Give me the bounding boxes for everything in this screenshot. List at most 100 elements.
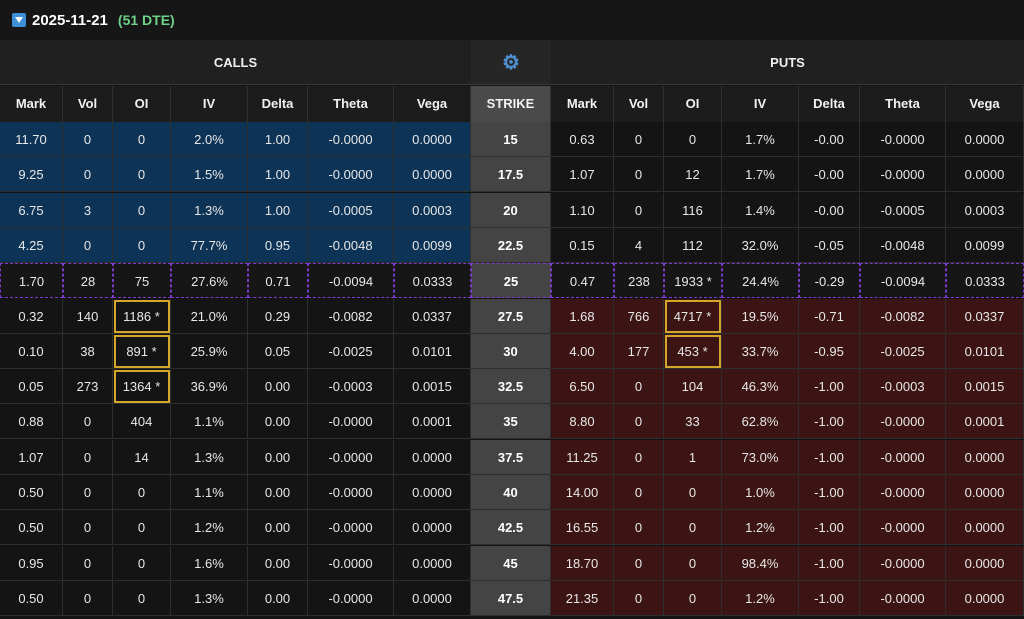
call-vol-cell[interactable]: 0	[63, 404, 113, 440]
put-vega-cell[interactable]: 0.0003	[946, 192, 1024, 228]
call-vega-cell[interactable]: 0.0000	[394, 439, 471, 475]
call-oi-cell[interactable]: 0	[113, 510, 171, 546]
put-oi-cell[interactable]: 0	[664, 580, 722, 616]
call-theta-cell[interactable]: -0.0000	[308, 545, 394, 581]
call-vol-cell[interactable]: 0	[63, 122, 113, 157]
put-vol-cell[interactable]: 0	[614, 475, 664, 510]
put-oi-cell[interactable]: 1	[664, 439, 722, 475]
put-col-vol[interactable]: Vol	[614, 86, 664, 122]
call-oi-cell[interactable]: 0	[113, 545, 171, 581]
put-col-iv[interactable]: IV	[722, 86, 799, 122]
put-vol-cell[interactable]: 0	[614, 122, 664, 157]
call-mark-cell[interactable]: 0.10	[0, 333, 63, 369]
put-mark-cell[interactable]: 1.07	[551, 157, 614, 193]
put-mark-cell[interactable]: 18.70	[551, 545, 614, 581]
call-delta-cell[interactable]: 0.00	[248, 580, 308, 616]
call-delta-cell[interactable]: 0.00	[248, 545, 308, 581]
call-oi-cell[interactable]: 404	[113, 404, 171, 440]
put-vega-cell[interactable]: 0.0000	[946, 545, 1024, 581]
call-iv-cell[interactable]: 21.0%	[171, 298, 248, 334]
call-vega-cell[interactable]: 0.0000	[394, 122, 471, 157]
call-vega-cell[interactable]: 0.0000	[394, 157, 471, 193]
put-vol-cell[interactable]: 238	[614, 263, 664, 299]
put-mark-cell[interactable]: 14.00	[551, 475, 614, 510]
call-mark-cell[interactable]: 0.50	[0, 475, 63, 510]
put-col-delta[interactable]: Delta	[799, 86, 860, 122]
call-vol-cell[interactable]: 3	[63, 192, 113, 228]
put-vega-cell[interactable]: 0.0000	[946, 580, 1024, 616]
call-col-vega[interactable]: Vega	[394, 86, 471, 122]
put-oi-cell[interactable]: 116	[664, 192, 722, 228]
call-iv-cell[interactable]: 2.0%	[171, 122, 248, 157]
put-oi-cell[interactable]: 112	[664, 227, 722, 263]
call-col-vol[interactable]: Vol	[63, 86, 113, 122]
call-delta-cell[interactable]: 1.00	[248, 192, 308, 228]
put-vega-cell[interactable]: 0.0337	[946, 298, 1024, 334]
call-iv-cell[interactable]: 1.5%	[171, 157, 248, 193]
put-oi-cell[interactable]: 453 *	[664, 333, 722, 369]
put-mark-cell[interactable]: 1.10	[551, 192, 614, 228]
put-oi-cell[interactable]: 1933 *	[664, 263, 722, 299]
call-delta-cell[interactable]: 0.29	[248, 298, 308, 334]
call-vega-cell[interactable]: 0.0337	[394, 298, 471, 334]
put-vol-cell[interactable]: 0	[614, 157, 664, 193]
gear-icon[interactable]: ⚙	[502, 51, 520, 74]
put-theta-cell[interactable]: -0.0000	[860, 404, 946, 440]
put-delta-cell[interactable]: -1.00	[799, 580, 860, 616]
call-iv-cell[interactable]: 27.6%	[171, 263, 248, 299]
call-theta-cell[interactable]: -0.0000	[308, 510, 394, 546]
call-vega-cell[interactable]: 0.0000	[394, 510, 471, 546]
put-vega-cell[interactable]: 0.0101	[946, 333, 1024, 369]
put-iv-cell[interactable]: 98.4%	[722, 545, 799, 581]
call-delta-cell[interactable]: 0.95	[248, 227, 308, 263]
put-vega-cell[interactable]: 0.0000	[946, 157, 1024, 193]
call-col-oi[interactable]: OI	[113, 86, 171, 122]
call-oi-cell[interactable]: 0	[113, 122, 171, 157]
put-iv-cell[interactable]: 1.2%	[722, 510, 799, 546]
call-vol-cell[interactable]: 0	[63, 545, 113, 581]
put-delta-cell[interactable]: -1.00	[799, 439, 860, 475]
call-delta-cell[interactable]: 0.00	[248, 369, 308, 405]
call-iv-cell[interactable]: 1.3%	[171, 439, 248, 475]
call-delta-cell[interactable]: 0.00	[248, 404, 308, 440]
call-vega-cell[interactable]: 0.0000	[394, 580, 471, 616]
call-col-theta[interactable]: Theta	[308, 86, 394, 122]
put-theta-cell[interactable]: -0.0082	[860, 298, 946, 334]
put-delta-cell[interactable]: -1.00	[799, 475, 860, 510]
put-oi-cell[interactable]: 0	[664, 545, 722, 581]
put-vol-cell[interactable]: 0	[614, 545, 664, 581]
call-iv-cell[interactable]: 1.1%	[171, 475, 248, 510]
put-delta-cell[interactable]: -1.00	[799, 510, 860, 546]
put-iv-cell[interactable]: 32.0%	[722, 227, 799, 263]
put-iv-cell[interactable]: 1.7%	[722, 122, 799, 157]
put-mark-cell[interactable]: 4.00	[551, 333, 614, 369]
call-theta-cell[interactable]: -0.0000	[308, 404, 394, 440]
call-theta-cell[interactable]: -0.0000	[308, 439, 394, 475]
put-mark-cell[interactable]: 0.63	[551, 122, 614, 157]
call-theta-cell[interactable]: -0.0000	[308, 157, 394, 193]
call-vol-cell[interactable]: 0	[63, 157, 113, 193]
call-theta-cell[interactable]: -0.0094	[308, 263, 394, 299]
put-iv-cell[interactable]: 46.3%	[722, 369, 799, 405]
call-mark-cell[interactable]: 6.75	[0, 192, 63, 228]
put-delta-cell[interactable]: -0.05	[799, 227, 860, 263]
call-mark-cell[interactable]: 4.25	[0, 227, 63, 263]
call-delta-cell[interactable]: 1.00	[248, 122, 308, 157]
put-theta-cell[interactable]: -0.0025	[860, 333, 946, 369]
call-vega-cell[interactable]: 0.0003	[394, 192, 471, 228]
put-iv-cell[interactable]: 1.4%	[722, 192, 799, 228]
put-oi-cell[interactable]: 0	[664, 510, 722, 546]
put-delta-cell[interactable]: -0.95	[799, 333, 860, 369]
call-theta-cell[interactable]: -0.0000	[308, 475, 394, 510]
call-mark-cell[interactable]: 1.07	[0, 439, 63, 475]
call-iv-cell[interactable]: 1.6%	[171, 545, 248, 581]
call-col-iv[interactable]: IV	[171, 86, 248, 122]
put-theta-cell[interactable]: -0.0003	[860, 369, 946, 405]
call-theta-cell[interactable]: -0.0003	[308, 369, 394, 405]
call-vega-cell[interactable]: 0.0101	[394, 333, 471, 369]
call-vol-cell[interactable]: 38	[63, 333, 113, 369]
put-theta-cell[interactable]: -0.0000	[860, 439, 946, 475]
call-delta-cell[interactable]: 0.00	[248, 510, 308, 546]
call-col-mark[interactable]: Mark	[0, 86, 63, 122]
put-delta-cell[interactable]: -0.00	[799, 157, 860, 193]
